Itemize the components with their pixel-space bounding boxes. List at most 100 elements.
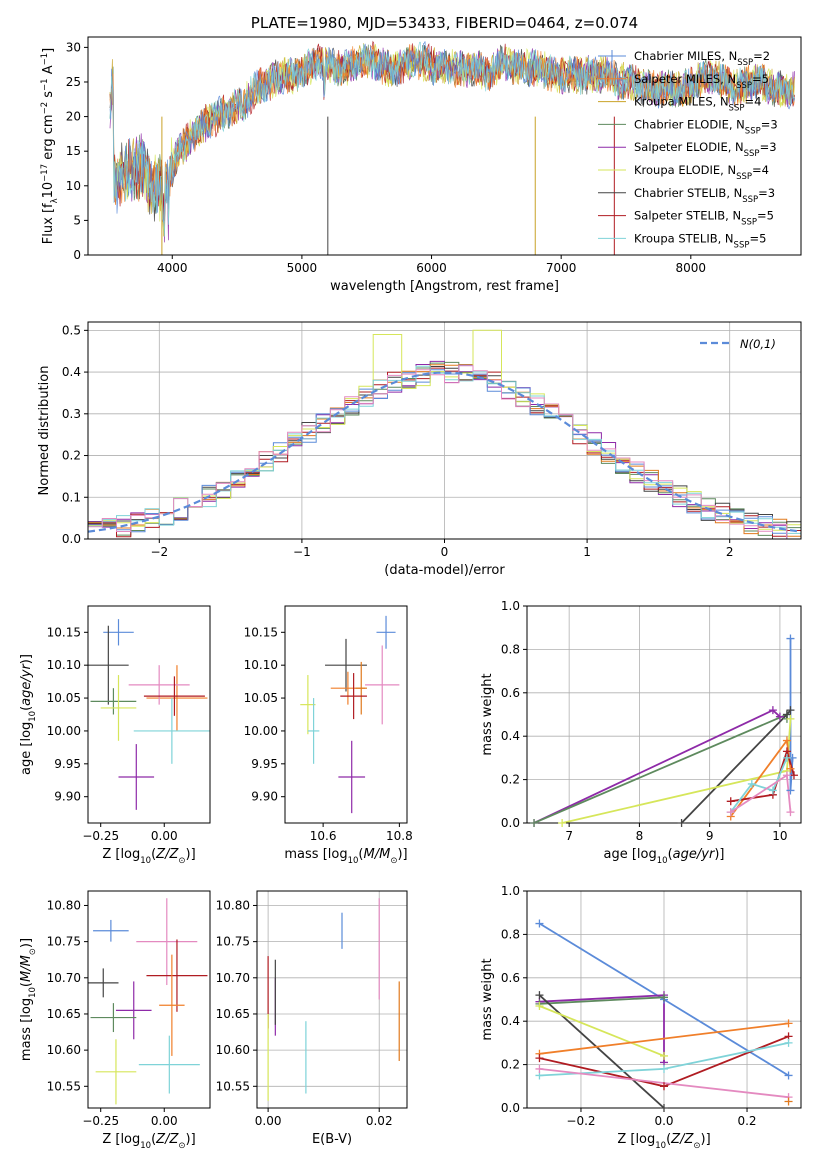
y-tick-label: 9.95 (54, 757, 81, 771)
y-tick-label: 10.80 (47, 898, 81, 912)
y-tick-label: 0.5 (62, 323, 81, 337)
errorbar-point (115, 981, 152, 1040)
y-tick-label: 25 (66, 75, 81, 89)
y-tick-label: 10.55 (216, 1079, 250, 1093)
errorbar-point (128, 665, 190, 705)
errorbar-point (88, 968, 119, 998)
weight-marker (786, 764, 795, 773)
weight-line-c11 (539, 1022, 789, 1055)
x-axis-label: wavelength [Angstrom, rest frame] (330, 279, 559, 294)
y-tick-label: 10.05 (47, 691, 81, 705)
x-tick-label: 0.00 (151, 1114, 178, 1128)
errorbar-point (138, 1035, 200, 1094)
weight-line-c10 (730, 773, 792, 813)
chart-weights_vs_age: 7 8 9 10 0.0 0.2 0.4 0.6 0.8 1.0 age [log10(age/yr… (480, 599, 802, 866)
y-tick-label: 10.10 (244, 658, 278, 672)
chart-residuals: −2 −1 0 1 2 0.0 0.1 0.2 0.3 0.4 0.5 (data-model)/er… (37, 321, 802, 578)
weight-marker (535, 1054, 544, 1063)
weight-marker (660, 1064, 668, 1073)
legend-entry-normal: N(0,1) (740, 337, 776, 351)
errorbar-point (159, 954, 185, 1056)
plot-area-weights_vs_age (533, 638, 795, 823)
errorbar-point (118, 744, 155, 810)
weight-line-c4 (533, 713, 788, 823)
weight-marker (747, 779, 756, 788)
errorbar-point (143, 676, 205, 716)
legend-entry: Chabrier STELIB, NSSP=3 (634, 186, 775, 205)
weight-line-c6 (561, 718, 792, 823)
x-tick-label: 9 (706, 829, 714, 843)
weight-marker (786, 634, 795, 643)
y-tick-label: 10.60 (47, 1043, 81, 1057)
errorbar-point (133, 698, 210, 764)
y-tick-label: 10.80 (216, 898, 250, 912)
legend-entry: Salpeter MILES, NSSP=5 (634, 72, 769, 91)
x-tick-label: 0.00 (151, 829, 178, 843)
y-tick-label: 0.0 (62, 532, 81, 546)
errorbar-point (300, 675, 316, 735)
plot-area-spectrum (109, 40, 795, 255)
y-tick-label: 0.4 (501, 729, 520, 743)
weight-marker (726, 808, 735, 817)
weight-marker (786, 706, 795, 715)
y-tick-label: 10.00 (47, 724, 81, 738)
plot-area-mass_vs_ebv (267, 898, 400, 1101)
y-tick-label: 9.90 (251, 790, 278, 804)
errorbar-point (90, 1003, 137, 1033)
weight-marker (768, 786, 777, 795)
x-tick-label: 0.2 (737, 1114, 756, 1128)
x-tick-label: 7000 (546, 261, 577, 275)
y-axis-label: Flux [fλ10−17 erg cm−2 s−1 A−1] (40, 48, 60, 244)
axes-frame (87, 605, 211, 824)
weight-marker (660, 993, 668, 1002)
errorbar-point (365, 645, 400, 725)
errorbar-point (376, 615, 396, 649)
weight-line-c4 (539, 996, 665, 1005)
chart-weights_vs_Z: −0.2 0.0 0.2 0.0 0.2 0.4 0.6 0.8 1.0 Z [log10(Z/Z… (480, 884, 802, 1151)
y-tick-label: 5 (73, 213, 81, 227)
x-axis-label: Z [log10(Z/Z⊙)] (617, 1132, 710, 1151)
y-tick-label: 10 (66, 179, 81, 193)
x-tick-label: 0 (441, 545, 449, 559)
chart-mass_vs_ebv: 0.00 0.02 10.55 10.60 10.65 10.70 10.75 10.80 E(… (216, 890, 408, 1147)
weight-marker (782, 771, 791, 780)
y-tick-label: 10.70 (216, 971, 250, 985)
weight-marker (660, 1051, 668, 1060)
y-axis-label: Normed distribution (37, 366, 52, 496)
y-tick-label: 1.0 (501, 884, 520, 898)
legend-entry: Kroupa ELODIE, NSSP=4 (634, 163, 769, 182)
plot-area-mass_vs_Z (88, 898, 208, 1105)
weight-marker (782, 753, 791, 762)
weight-marker (786, 808, 795, 817)
errorbar-point (100, 675, 137, 741)
x-axis-label: Z [log10(Z/Z⊙)] (102, 847, 195, 866)
y-tick-label: 10.70 (47, 971, 81, 985)
x-tick-label: 5000 (287, 261, 318, 275)
y-tick-label: 0.0 (501, 816, 520, 830)
y-tick-label: 0.2 (501, 773, 520, 787)
y-tick-label: 0.3 (62, 407, 81, 421)
y-axis-label: mass [log10(M/M⊙)] (19, 938, 38, 1061)
y-tick-label: 0.8 (501, 927, 520, 941)
weight-marker (530, 819, 539, 827)
weight-marker (784, 1097, 793, 1106)
y-tick-label: 0.8 (501, 642, 520, 656)
plot-area-age_vs_Z (88, 619, 210, 810)
y-tick-label: 10.65 (47, 1007, 81, 1021)
y-tick-label: 10.75 (216, 935, 250, 949)
weight-line-c5 (533, 709, 781, 823)
errorbar-point (95, 1039, 137, 1105)
chart-title: PLATE=1980, MJD=53433, FIBERID=0464, z=0… (251, 14, 638, 32)
y-tick-label: 10.55 (47, 1079, 81, 1093)
weight-marker (558, 819, 567, 827)
legend-entry: Kroupa STELIB, NSSP=5 (634, 231, 766, 250)
weight-marker (677, 819, 686, 827)
weight-marker (782, 736, 791, 745)
y-tick-label: 20 (66, 110, 81, 124)
x-tick-label: 6000 (416, 261, 447, 275)
x-tick-label: 0.00 (255, 1114, 282, 1128)
y-axis-label: mass weight (480, 673, 495, 755)
chart-mass_vs_Z: −0.25 0.00 10.55 10.60 10.65 10.70 10.75 10.80 Z… (19, 890, 211, 1151)
axes-frame (284, 605, 408, 824)
